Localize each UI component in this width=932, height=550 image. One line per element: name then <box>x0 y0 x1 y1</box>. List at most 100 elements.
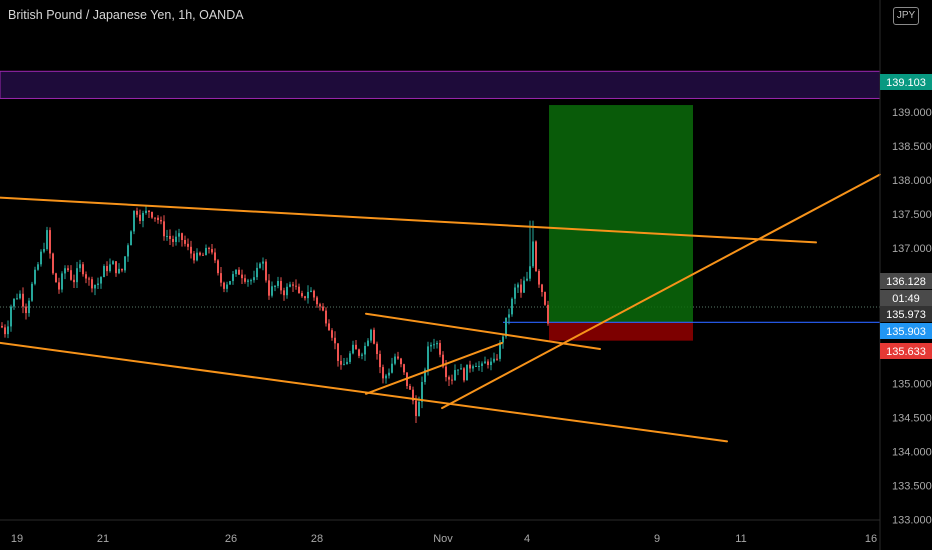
candle-body <box>433 344 435 346</box>
candle-body <box>277 281 279 286</box>
candle-body <box>205 247 207 256</box>
candle-body <box>226 284 228 289</box>
candle-body <box>247 280 249 282</box>
candle-body <box>223 282 225 289</box>
candle-body <box>274 285 276 287</box>
candle-body <box>313 290 315 298</box>
candle-body <box>256 267 258 278</box>
candle-body <box>43 249 45 252</box>
time-tick-label: 21 <box>97 533 109 545</box>
candle-body <box>82 264 84 275</box>
falling-wedge-upper-line <box>365 312 601 351</box>
price-tick-label: 138.000 <box>892 175 932 187</box>
candle-body <box>79 264 81 269</box>
candle-body <box>295 285 297 287</box>
candle-body <box>394 356 396 364</box>
candle-body <box>160 220 162 222</box>
candle-body <box>487 361 489 366</box>
candle-body <box>421 381 423 402</box>
candle-body <box>544 292 546 305</box>
candle-body <box>106 266 108 272</box>
time-tick-label: 26 <box>225 533 237 545</box>
candle-body <box>451 379 453 381</box>
candle-body <box>388 372 390 376</box>
time-tick-label: 4 <box>524 533 530 545</box>
candle-body <box>34 269 36 284</box>
price-badge <box>880 273 932 289</box>
candle-body <box>196 252 198 261</box>
time-tick-label: 11 <box>735 533 746 545</box>
trendlines-layer <box>0 173 881 443</box>
candle-body <box>259 263 261 268</box>
candle-body <box>217 260 219 274</box>
candle-body <box>85 274 87 279</box>
upper-channel-line <box>0 196 817 244</box>
candle-body <box>91 279 93 289</box>
candle-body <box>373 329 375 344</box>
candle-body <box>490 361 492 366</box>
candle-body <box>418 401 420 417</box>
candle-body <box>166 235 168 237</box>
candle-body <box>130 231 132 246</box>
candle-body <box>52 253 54 274</box>
candle-body <box>472 366 474 369</box>
candle-body <box>241 274 243 279</box>
candle-body <box>121 268 123 271</box>
candle-body <box>127 245 129 257</box>
candle-body <box>286 286 288 296</box>
candle-body <box>220 273 222 283</box>
candle-body <box>349 353 351 362</box>
candle-body <box>352 344 354 354</box>
price-tick-label: 137.500 <box>892 209 932 221</box>
rising-breakout-line <box>441 173 881 410</box>
candle-body <box>25 306 27 314</box>
price-badge-label: 135.973 <box>886 309 926 321</box>
candle-body <box>118 268 120 274</box>
price-badge-label: 136.128 <box>886 276 926 288</box>
candle-body <box>322 306 324 311</box>
candle-body <box>124 256 126 271</box>
candle-body <box>529 266 531 279</box>
candle-body <box>358 349 360 356</box>
candle-body <box>430 344 432 347</box>
candle-body <box>61 273 63 290</box>
candle-body <box>520 284 522 293</box>
candle-body <box>517 284 519 288</box>
candle-body <box>340 360 342 365</box>
candle-body <box>157 217 159 221</box>
candle-body <box>304 296 306 299</box>
candle-body <box>55 273 57 283</box>
candle-body <box>325 310 327 324</box>
candle-body <box>523 280 525 293</box>
time-axis[interactable]: 19 21 26 28 Nov 4 9 11 16 <box>0 519 880 545</box>
candle-body <box>391 363 393 373</box>
candle-body <box>16 298 18 300</box>
candle-body <box>178 233 180 237</box>
candle-body <box>364 345 366 355</box>
price-badge <box>880 323 932 339</box>
candle-body <box>268 280 270 296</box>
price-tick-label: 133.500 <box>892 480 932 492</box>
candle-body <box>94 284 96 289</box>
candle-body <box>214 252 216 261</box>
candle-body <box>334 337 336 344</box>
candle-body <box>493 358 495 362</box>
candle-body <box>307 291 309 299</box>
candle-body <box>31 283 33 301</box>
candle-body <box>499 342 501 359</box>
candle-body <box>97 283 99 285</box>
candle-body <box>280 281 282 291</box>
candle-body <box>64 268 66 274</box>
candle-body <box>169 235 171 239</box>
candle-body <box>1 325 3 328</box>
candle-body <box>100 277 102 284</box>
candle-body <box>505 317 507 337</box>
candle-body <box>229 281 231 285</box>
candle-body <box>415 400 417 417</box>
candle-body <box>244 278 246 282</box>
candle-body <box>454 370 456 381</box>
candle-body <box>424 369 426 382</box>
candle-body <box>370 329 372 341</box>
currency-badge[interactable]: JPY <box>893 7 919 25</box>
